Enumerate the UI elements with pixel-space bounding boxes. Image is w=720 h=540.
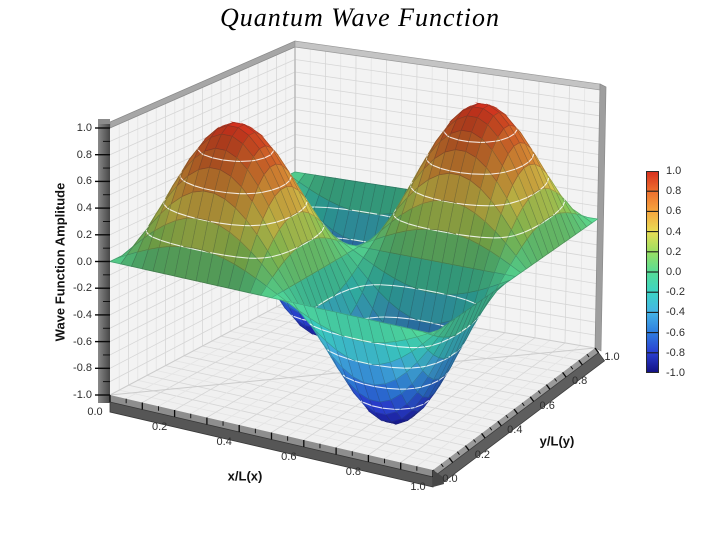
surface-plot-canvas[interactable]	[0, 0, 720, 540]
chart-area: Quantum Wave Function x/L(x) y/L(y) Wave…	[0, 0, 720, 540]
